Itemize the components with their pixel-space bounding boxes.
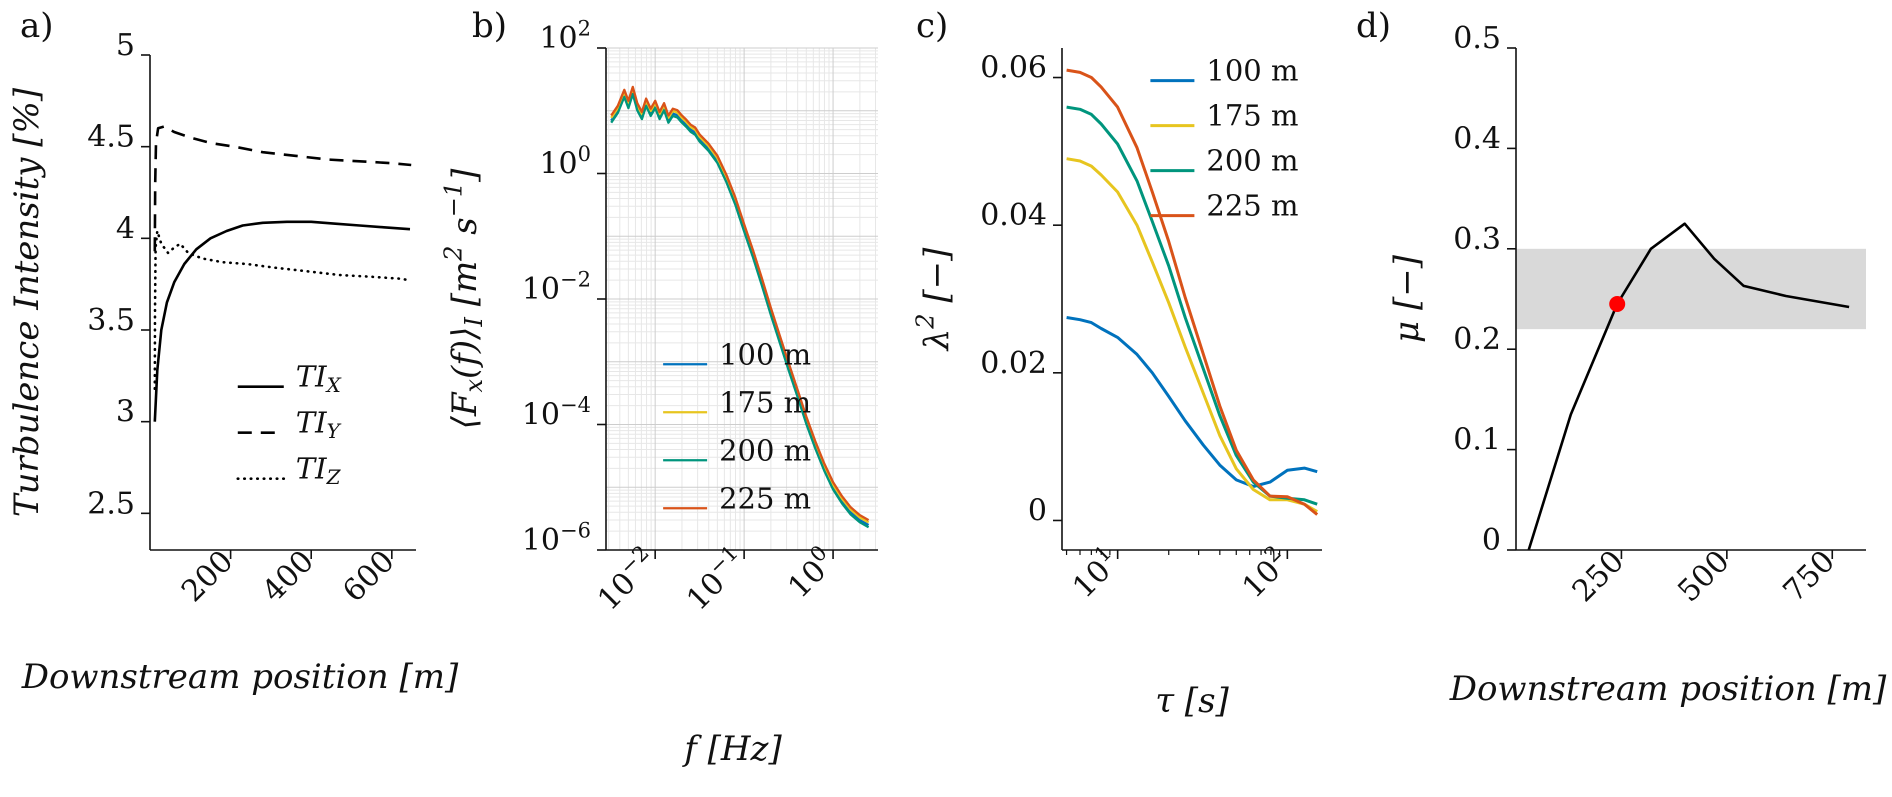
panel-d-tag: d) — [1356, 6, 1392, 46]
svg-text:225 m: 225 m — [719, 481, 811, 515]
panel-d: d) 250 500 750 0 0.1 0.2 0.3 0.4 0.5 μ [−] Downstr… — [1330, 0, 1892, 797]
svg-text:200 m: 200 m — [1206, 144, 1298, 178]
svg-text:0.3: 0.3 — [1453, 222, 1501, 257]
panel-a-chart-turbulence-intensity: 200 400 6002.533.544.55TIXTIYTIZTurbulence… — [7, 28, 459, 697]
svg-text:0.4: 0.4 — [1453, 121, 1501, 156]
svg-text:100 m: 100 m — [719, 337, 811, 371]
panel-b: b) 10−2 10−1 100 10−6 10−4 10−2 100 102 100 m 175… — [430, 0, 900, 797]
svg-text:Turbulence Intensity [%]: Turbulence Intensity [%] — [7, 87, 47, 517]
panel-c: c) 101 102 0 0.02 0.04 0.06 100 m 175 m 200 m 225… — [900, 0, 1330, 797]
svg-text:0.02: 0.02 — [980, 346, 1047, 381]
svg-text:Downstream position [m]: Downstream position [m] — [21, 657, 459, 697]
svg-text:10−2: 10−2 — [588, 541, 665, 618]
svg-text:102: 102 — [539, 16, 591, 56]
svg-text:0.5: 0.5 — [1453, 21, 1501, 56]
svg-text:2.5: 2.5 — [87, 486, 135, 521]
svg-text:4.5: 4.5 — [87, 120, 135, 155]
svg-text:0.1: 0.1 — [1453, 423, 1501, 458]
svg-text:0: 0 — [1028, 493, 1047, 528]
svg-text:10−2: 10−2 — [522, 267, 591, 307]
svg-text:100: 100 — [539, 142, 591, 182]
svg-text:0.06: 0.06 — [980, 51, 1047, 86]
svg-text:225 m: 225 m — [1206, 189, 1298, 223]
svg-text:10−4: 10−4 — [522, 393, 591, 433]
svg-text:0.2: 0.2 — [1453, 322, 1501, 357]
panel-a: a) 200 400 600 2.5 3 3.5 4 4.5 5 TIX TIY TIZ Turbule… — [0, 0, 459, 797]
svg-text:100 m: 100 m — [1206, 54, 1298, 88]
svg-text:0.04: 0.04 — [980, 198, 1047, 233]
svg-text:10−6: 10−6 — [522, 518, 591, 558]
svg-text:4: 4 — [116, 211, 135, 246]
svg-text:0: 0 — [1482, 523, 1501, 558]
svg-text:f [Hz]: f [Hz] — [681, 729, 782, 769]
svg-text:3.5: 3.5 — [87, 303, 135, 338]
svg-text:λ2 [−]: λ2 [−] — [912, 247, 957, 352]
svg-text:TIZ: TIZ — [296, 452, 342, 489]
panel-b-tag: b) — [472, 6, 508, 46]
svg-text:3: 3 — [116, 395, 135, 430]
svg-text:TIY: TIY — [296, 406, 342, 443]
svg-text:200 m: 200 m — [719, 433, 811, 467]
svg-text:τ [s]: τ [s] — [1155, 681, 1229, 721]
svg-text:175 m: 175 m — [719, 385, 811, 419]
svg-text:175 m: 175 m — [1206, 99, 1298, 133]
svg-text:10−1: 10−1 — [677, 541, 754, 618]
svg-text:5: 5 — [116, 28, 135, 63]
panel-c-tag: c) — [916, 6, 949, 46]
svg-text:TIX: TIX — [296, 360, 342, 397]
svg-text:⟨Fx(f)⟩I [m2 s−1]: ⟨Fx(f)⟩I [m2 s−1] — [440, 168, 488, 430]
svg-text:Downstream position [m]: Downstream position [m] — [1449, 669, 1887, 709]
panel-a-tag: a) — [20, 6, 54, 46]
svg-text:μ [−]: μ [−] — [1387, 254, 1427, 343]
